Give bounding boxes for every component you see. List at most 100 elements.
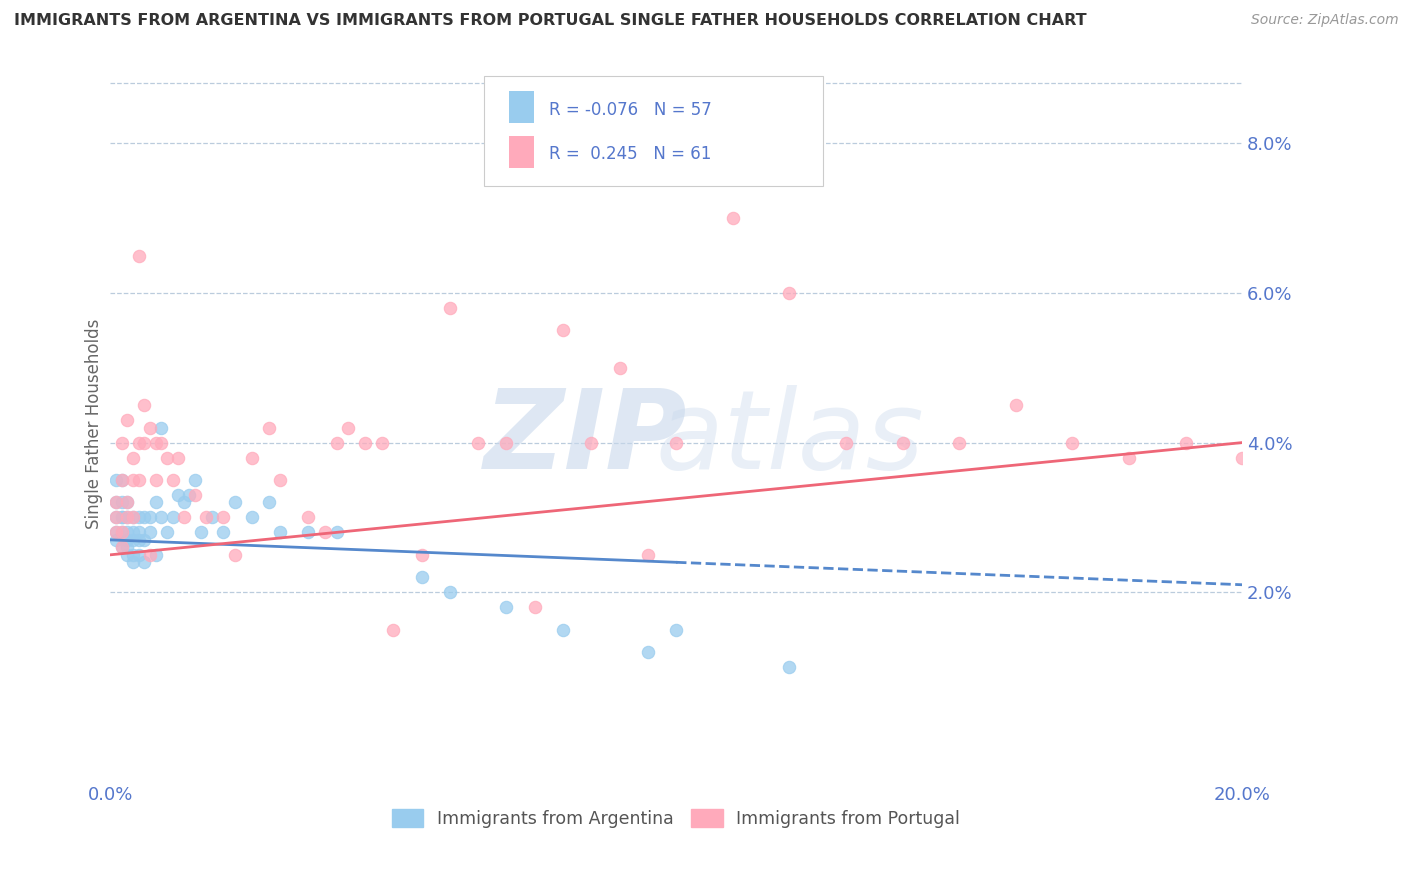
Point <box>122 533 145 547</box>
Point <box>1062 435 1084 450</box>
Point <box>173 495 195 509</box>
Text: R = -0.076   N = 57: R = -0.076 N = 57 <box>550 101 713 119</box>
Point <box>1174 435 1197 450</box>
Point <box>110 525 132 540</box>
Point <box>190 525 212 540</box>
Point <box>139 525 162 540</box>
Point <box>117 413 139 427</box>
Text: atlas: atlas <box>655 384 924 491</box>
Point <box>297 525 319 540</box>
Point <box>891 435 914 450</box>
Point <box>110 541 132 555</box>
Point <box>139 420 162 434</box>
Point <box>1230 450 1253 465</box>
Point <box>167 488 190 502</box>
Point <box>156 525 179 540</box>
Point <box>179 488 201 502</box>
Point <box>257 420 280 434</box>
Point <box>269 525 291 540</box>
Point <box>835 435 858 450</box>
Point <box>117 495 139 509</box>
Point <box>122 450 145 465</box>
Point <box>145 473 167 487</box>
Point <box>224 548 246 562</box>
Point <box>145 495 167 509</box>
Point <box>212 510 235 524</box>
Point <box>467 435 489 450</box>
Point <box>150 510 173 524</box>
Point <box>150 420 173 434</box>
Point <box>150 435 173 450</box>
Point <box>411 548 433 562</box>
Point <box>354 435 377 450</box>
FancyBboxPatch shape <box>509 136 533 168</box>
Point <box>134 398 156 412</box>
Point <box>104 533 127 547</box>
Point <box>122 510 145 524</box>
Point <box>139 510 162 524</box>
Point <box>439 301 461 315</box>
Point <box>581 435 603 450</box>
Point <box>117 548 139 562</box>
Point <box>609 360 631 375</box>
Point <box>162 473 184 487</box>
Point <box>637 645 659 659</box>
Point <box>104 525 127 540</box>
Point <box>551 623 574 637</box>
Point <box>336 420 359 434</box>
Point <box>325 435 347 450</box>
Point <box>145 435 167 450</box>
Point <box>382 623 405 637</box>
Point <box>122 473 145 487</box>
Point <box>117 510 139 524</box>
Point <box>721 211 744 226</box>
Text: Source: ZipAtlas.com: Source: ZipAtlas.com <box>1251 13 1399 28</box>
Point <box>110 495 132 509</box>
Text: IMMIGRANTS FROM ARGENTINA VS IMMIGRANTS FROM PORTUGAL SINGLE FATHER HOUSEHOLDS C: IMMIGRANTS FROM ARGENTINA VS IMMIGRANTS … <box>14 13 1087 29</box>
Point <box>184 488 207 502</box>
Point <box>156 450 179 465</box>
Point <box>134 533 156 547</box>
Point <box>128 249 150 263</box>
Point <box>224 495 246 509</box>
Point <box>128 533 150 547</box>
Point <box>110 541 132 555</box>
Point <box>257 495 280 509</box>
Point <box>195 510 218 524</box>
Point <box>117 541 139 555</box>
Point <box>637 548 659 562</box>
Point <box>110 510 132 524</box>
Point <box>325 525 347 540</box>
Point <box>104 495 127 509</box>
Point <box>110 510 132 524</box>
Point <box>122 555 145 569</box>
Point <box>110 473 132 487</box>
Point <box>128 510 150 524</box>
Point <box>184 473 207 487</box>
Point <box>167 450 190 465</box>
Point <box>128 435 150 450</box>
Point <box>104 510 127 524</box>
Point <box>145 548 167 562</box>
Point <box>948 435 970 450</box>
Point <box>297 510 319 524</box>
Point <box>523 600 546 615</box>
Point <box>134 555 156 569</box>
FancyBboxPatch shape <box>509 91 533 123</box>
Point <box>104 473 127 487</box>
Point <box>122 510 145 524</box>
Point <box>1004 398 1026 412</box>
Point <box>665 623 688 637</box>
Point <box>495 435 517 450</box>
Y-axis label: Single Father Households: Single Father Households <box>86 318 103 529</box>
Point <box>134 510 156 524</box>
Point <box>110 435 132 450</box>
Point <box>139 548 162 562</box>
Point <box>173 510 195 524</box>
Point <box>104 495 127 509</box>
Point <box>411 570 433 584</box>
Point <box>551 323 574 337</box>
Point <box>110 525 132 540</box>
Point <box>1118 450 1140 465</box>
Point <box>128 473 150 487</box>
